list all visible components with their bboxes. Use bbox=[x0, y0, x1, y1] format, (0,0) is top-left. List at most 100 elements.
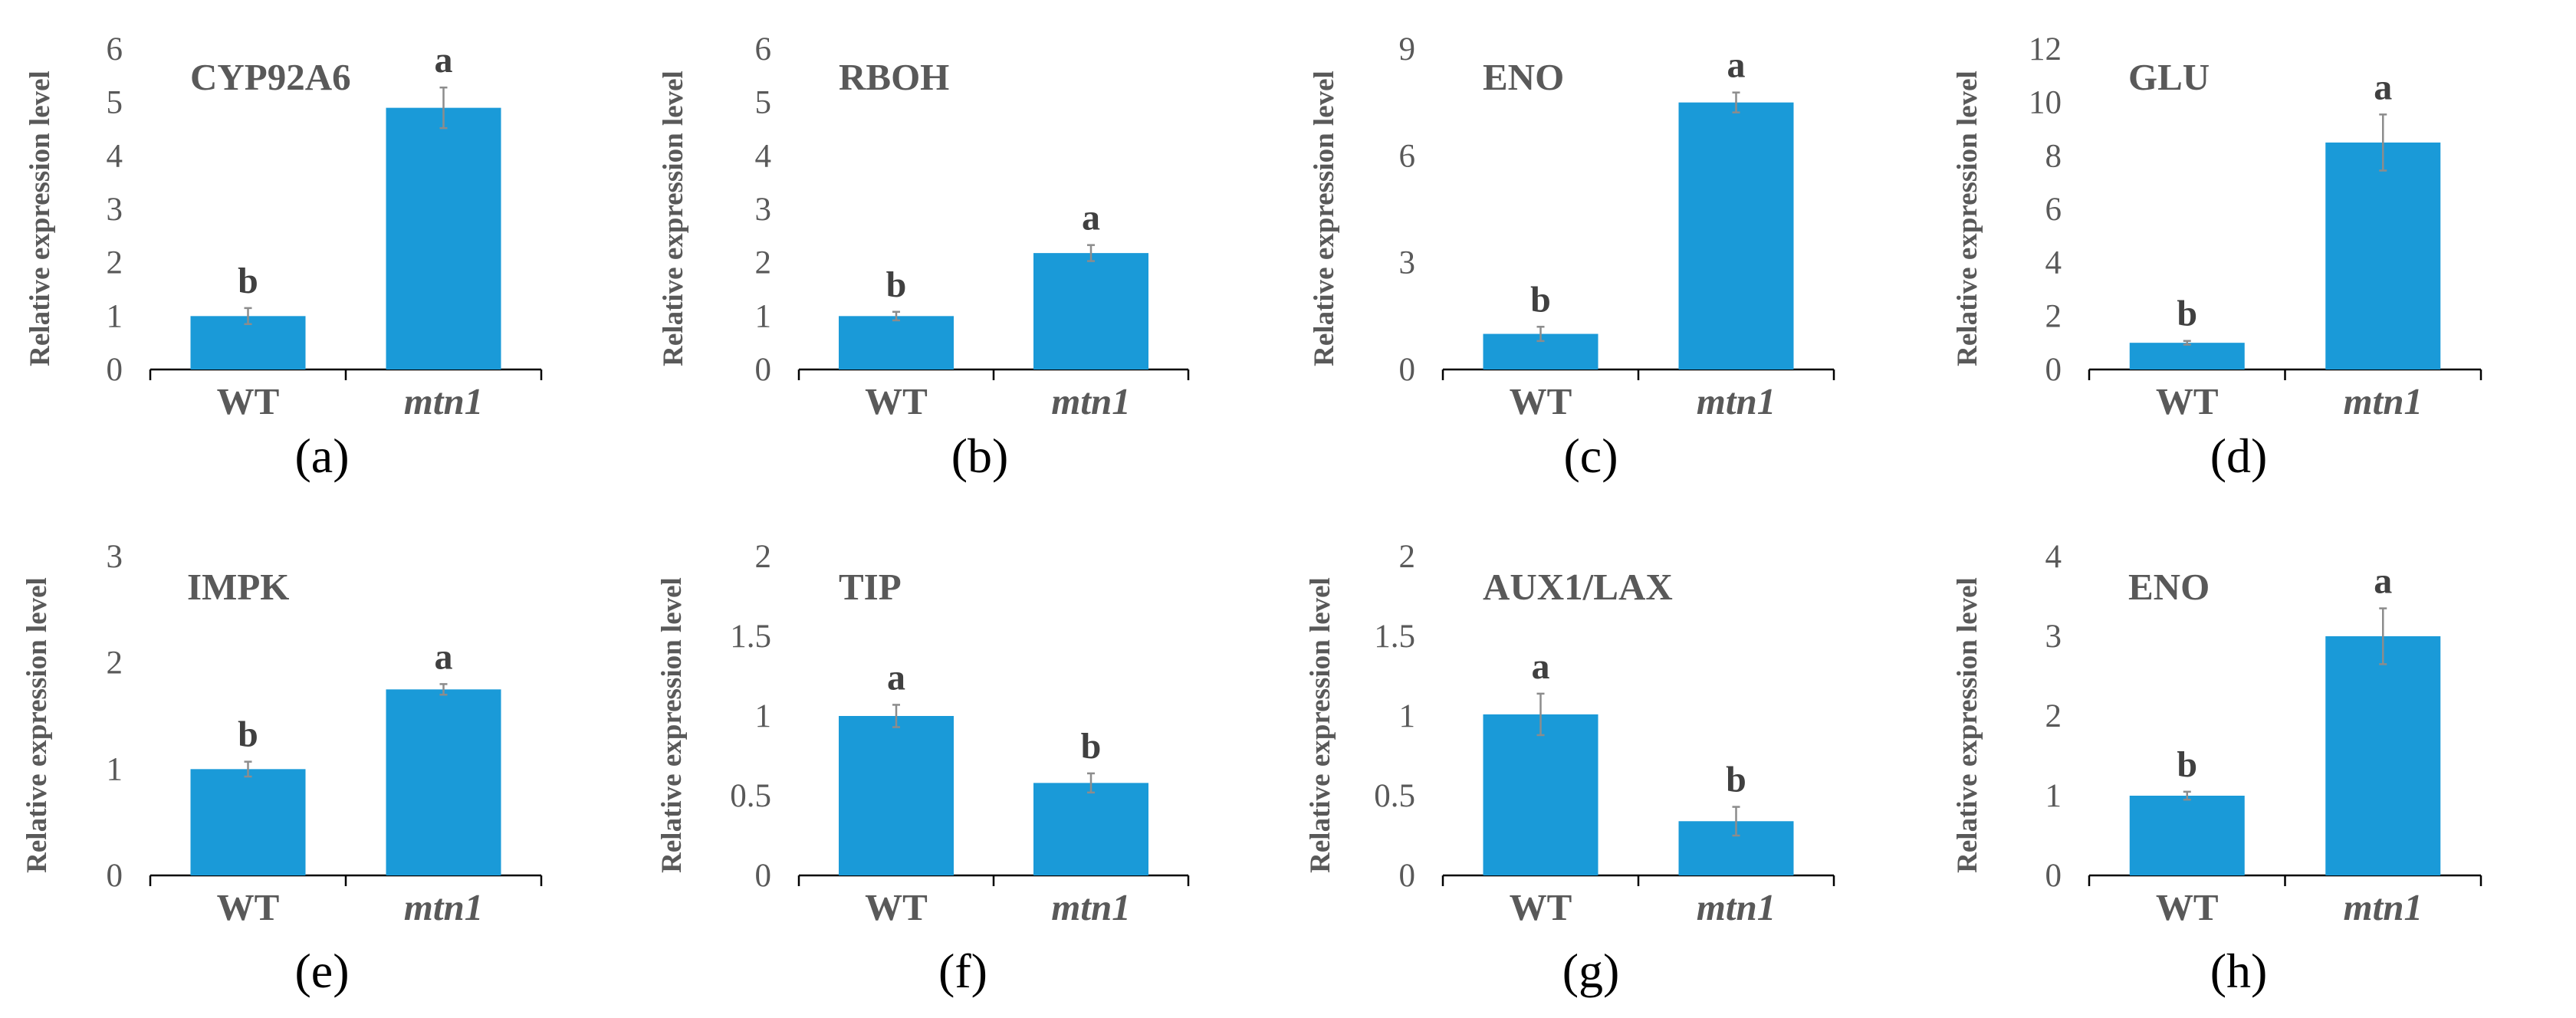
y-tick-label: 1 bbox=[2045, 778, 2062, 814]
bar-mtn1 bbox=[1033, 253, 1148, 369]
bar-mtn1 bbox=[386, 689, 501, 875]
y-tick-label: 0 bbox=[1399, 352, 1416, 388]
chart-panel-h: 0 1 2 3 4 Relative expression level b WT a mtn1 EN… bbox=[1952, 539, 2482, 998]
y-tick-label: 6 bbox=[755, 31, 772, 67]
chart-title: AUX1/LAX bbox=[1483, 566, 1673, 608]
y-tick-label: 1 bbox=[107, 298, 123, 334]
chart-title: RBOH bbox=[839, 56, 949, 98]
y-tick-label: 4 bbox=[755, 138, 772, 174]
y-tick-label: 6 bbox=[2045, 192, 2062, 228]
x-category-label: WT bbox=[2156, 380, 2219, 422]
y-tick-label: 10 bbox=[2029, 85, 2062, 121]
y-tick-label: 2 bbox=[107, 645, 123, 681]
y-axis-label: Relative expression level bbox=[25, 71, 56, 366]
chart-title: CYP92A6 bbox=[190, 56, 351, 98]
significance-letter: a bbox=[435, 40, 453, 80]
y-tick-label: 3 bbox=[755, 192, 772, 228]
significance-letter: b bbox=[238, 714, 258, 755]
significance-letter: b bbox=[1530, 279, 1551, 320]
bar-wt bbox=[190, 769, 306, 875]
x-category-label: mtn1 bbox=[404, 886, 483, 928]
y-tick-label: 4 bbox=[2045, 245, 2062, 281]
chart-panel-e: 0 1 2 3 Relative expression level b WT a mtn1 IMP… bbox=[21, 539, 543, 998]
panel-label: (g) bbox=[1562, 944, 1620, 998]
chart-panel-b: 0 1 2 3 4 5 6 Relative expression level b WT a mtn1… bbox=[658, 31, 1190, 483]
y-tick-label: 1 bbox=[755, 698, 772, 734]
y-tick-label: 4 bbox=[2045, 539, 2062, 575]
y-tick-label: 4 bbox=[107, 138, 123, 174]
panel-label: (d) bbox=[2210, 429, 2268, 483]
chart-title: IMPK bbox=[187, 566, 289, 608]
y-tick-label: 0.5 bbox=[1374, 778, 1415, 814]
y-tick-label: 5 bbox=[755, 85, 772, 121]
y-axis-label: Relative expression level bbox=[1952, 577, 1983, 873]
y-tick-label: 2 bbox=[755, 539, 772, 575]
y-tick-label: 1 bbox=[755, 298, 772, 334]
y-tick-label: 0 bbox=[1399, 858, 1416, 894]
y-tick-label: 0 bbox=[2045, 858, 2062, 894]
y-tick-label: 2 bbox=[1399, 539, 1416, 575]
chart-panel-d: 0 2 4 6 8 10 12 Relative expression level b WT a mt… bbox=[1952, 31, 2482, 483]
y-axis-label: Relative expression level bbox=[21, 577, 53, 873]
x-category-label: mtn1 bbox=[2344, 380, 2423, 422]
y-tick-label: 2 bbox=[2045, 298, 2062, 334]
x-category-label: mtn1 bbox=[404, 380, 483, 422]
panel-label: (e) bbox=[294, 944, 349, 998]
significance-letter: b bbox=[2177, 744, 2197, 785]
bar-wt bbox=[839, 716, 954, 875]
y-tick-label: 5 bbox=[107, 85, 123, 121]
panel-label: (a) bbox=[294, 429, 349, 483]
y-tick-label: 0 bbox=[107, 858, 123, 894]
chart-panel-c: 0 3 6 9 Relative expression level b WT a mtn1 ENO… bbox=[1309, 31, 1835, 483]
panel-label: (h) bbox=[2210, 944, 2268, 998]
chart-title: ENO bbox=[1483, 56, 1564, 98]
x-category-label: WT bbox=[1510, 886, 1572, 928]
bar-wt bbox=[2129, 343, 2245, 369]
y-tick-label: 9 bbox=[1399, 31, 1416, 67]
bar-mtn1 bbox=[386, 107, 501, 369]
chart-panel-f: 0 0.5 1 1.5 2 Relative expression level a WT b mt… bbox=[656, 539, 1190, 998]
significance-letter: b bbox=[1726, 760, 1746, 800]
bar-wt bbox=[839, 316, 954, 369]
chart-title: GLU bbox=[2128, 56, 2210, 98]
y-tick-label: 3 bbox=[107, 539, 123, 575]
x-category-label: WT bbox=[2156, 886, 2219, 928]
x-category-label: mtn1 bbox=[1697, 380, 1776, 422]
bar-mtn1 bbox=[1678, 102, 1794, 369]
chart-title: TIP bbox=[839, 566, 902, 608]
bar-wt bbox=[1483, 714, 1598, 875]
bar-mtn1 bbox=[2325, 636, 2441, 875]
y-tick-label: 1 bbox=[1399, 698, 1416, 734]
y-tick-label: 2 bbox=[2045, 698, 2062, 734]
significance-letter: b bbox=[1081, 726, 1102, 767]
y-tick-label: 3 bbox=[107, 192, 123, 228]
y-axis-label: Relative expression level bbox=[658, 71, 689, 366]
x-category-label: mtn1 bbox=[2344, 886, 2423, 928]
y-tick-label: 0 bbox=[755, 352, 772, 388]
y-tick-label: 1 bbox=[107, 751, 123, 787]
x-category-label: mtn1 bbox=[1051, 886, 1130, 928]
significance-letter: a bbox=[2374, 67, 2392, 107]
significance-letter: a bbox=[887, 657, 905, 698]
significance-letter: b bbox=[2177, 294, 2197, 334]
x-category-label: WT bbox=[865, 380, 928, 422]
significance-letter: a bbox=[1532, 646, 1550, 687]
significance-letter: b bbox=[886, 264, 907, 305]
x-category-label: WT bbox=[1510, 380, 1572, 422]
bar-mtn1 bbox=[2325, 142, 2441, 369]
y-tick-label: 12 bbox=[2029, 31, 2062, 67]
bar-mtn1 bbox=[1033, 783, 1148, 875]
y-tick-label: 2 bbox=[107, 245, 123, 281]
x-category-label: WT bbox=[865, 886, 928, 928]
x-category-label: WT bbox=[217, 380, 280, 422]
panel-label: (b) bbox=[951, 429, 1009, 483]
panel-label: (c) bbox=[1563, 429, 1618, 483]
y-axis-label: Relative expression level bbox=[656, 577, 688, 873]
y-axis-label: Relative expression level bbox=[1305, 577, 1336, 873]
y-tick-label: 2 bbox=[755, 245, 772, 281]
y-tick-label: 1.5 bbox=[730, 619, 771, 655]
significance-letter: a bbox=[1727, 45, 1746, 86]
y-axis-label: Relative expression level bbox=[1309, 71, 1340, 366]
x-category-label: mtn1 bbox=[1697, 886, 1776, 928]
